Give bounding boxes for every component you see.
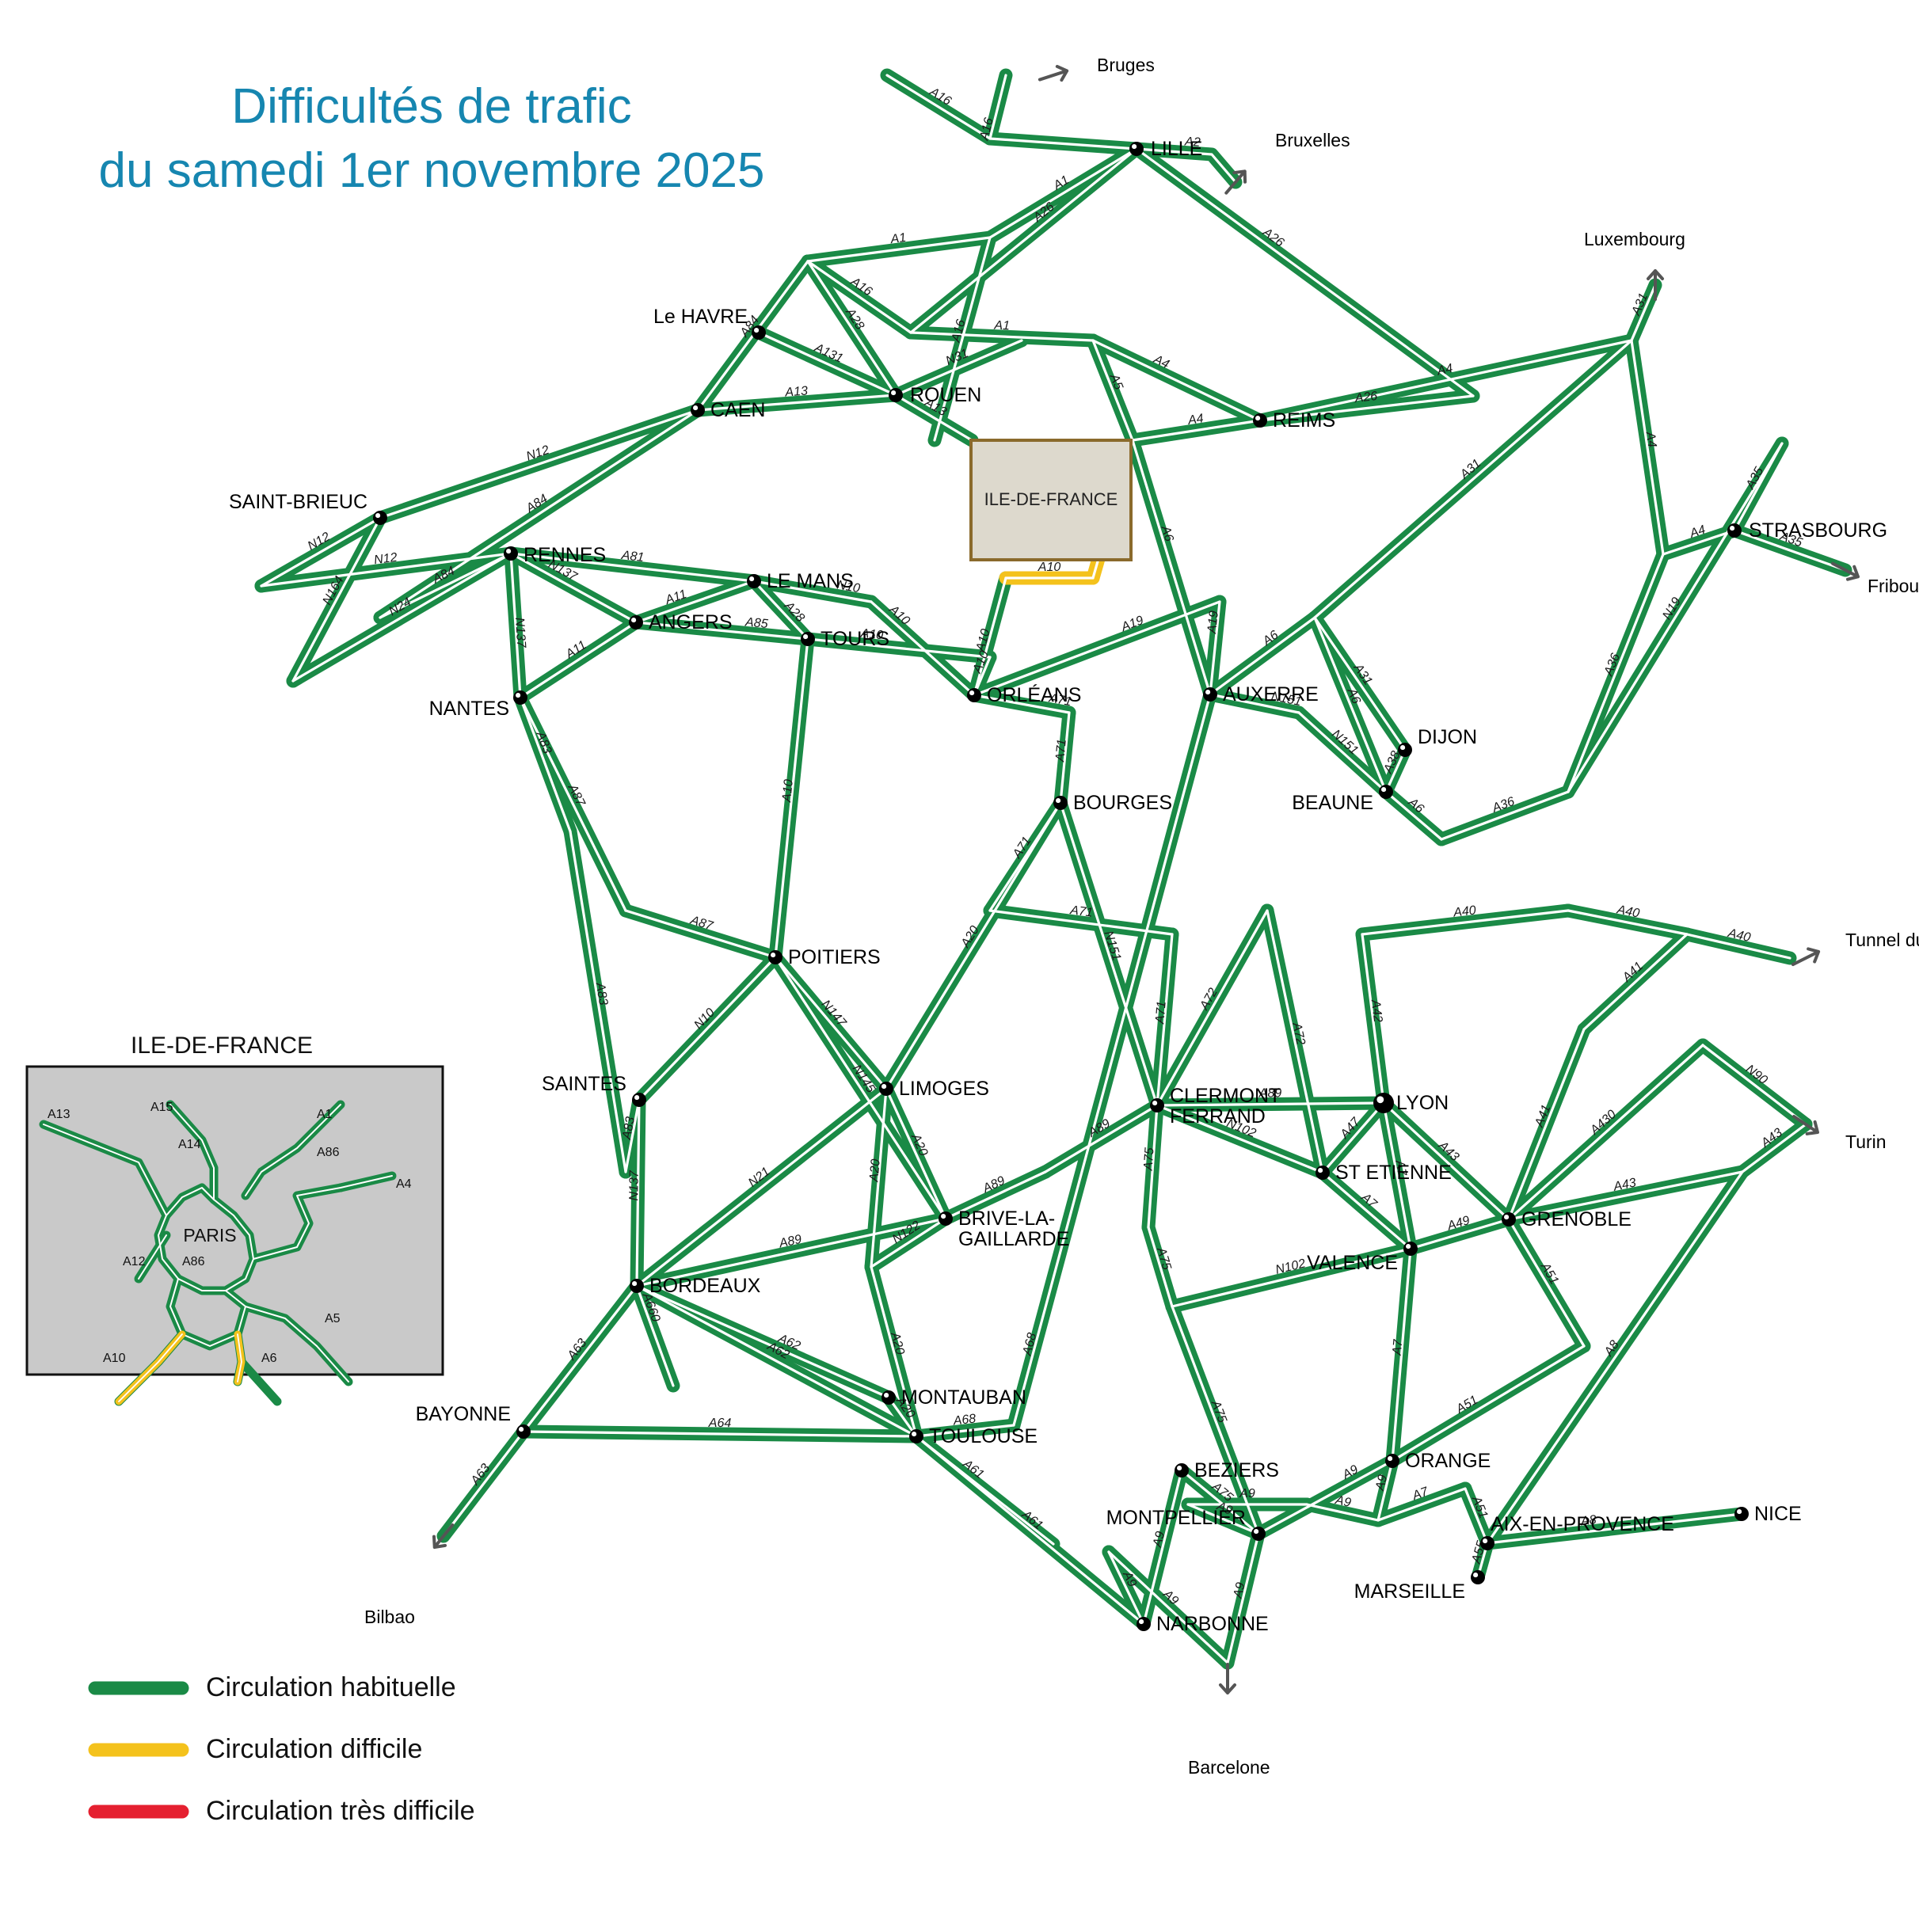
svg-text:A1: A1 xyxy=(993,319,1010,333)
svg-text:Luxembourg: Luxembourg xyxy=(1584,229,1685,249)
svg-text:LYON: LYON xyxy=(1396,1092,1449,1114)
svg-text:NICE: NICE xyxy=(1754,1503,1802,1525)
svg-text:ILE-DE-FRANCE: ILE-DE-FRANCE xyxy=(131,1033,313,1059)
svg-text:A5: A5 xyxy=(325,1312,341,1325)
svg-text:Fribourg: Fribourg xyxy=(1868,576,1919,596)
svg-text:A14: A14 xyxy=(178,1138,201,1151)
svg-text:ILE-DE-FRANCE: ILE-DE-FRANCE xyxy=(984,489,1118,509)
svg-text:A4: A4 xyxy=(396,1177,412,1191)
svg-text:A86: A86 xyxy=(182,1255,205,1268)
svg-text:LE MANS: LE MANS xyxy=(767,570,854,592)
svg-text:A10: A10 xyxy=(780,778,796,803)
svg-text:N137: N137 xyxy=(627,1169,641,1201)
svg-text:A4: A4 xyxy=(1186,412,1205,428)
svg-text:ANGERS: ANGERS xyxy=(649,611,733,633)
svg-text:Circulation très difficile: Circulation très difficile xyxy=(206,1796,475,1826)
svg-text:A6: A6 xyxy=(261,1352,277,1365)
svg-text:A1: A1 xyxy=(317,1108,333,1121)
svg-text:FERRAND: FERRAND xyxy=(1170,1105,1266,1128)
svg-text:A75: A75 xyxy=(1141,1147,1156,1172)
svg-text:SAINT-BRIEUC: SAINT-BRIEUC xyxy=(229,491,367,513)
svg-text:GRENOBLE: GRENOBLE xyxy=(1521,1208,1632,1230)
svg-text:REIMS: REIMS xyxy=(1273,409,1335,432)
svg-text:ORANGE: ORANGE xyxy=(1405,1450,1491,1472)
svg-text:POITIERS: POITIERS xyxy=(788,946,881,968)
svg-text:A20: A20 xyxy=(867,1158,882,1183)
svg-text:STRASBOURG: STRASBOURG xyxy=(1749,519,1887,542)
svg-text:A9: A9 xyxy=(1239,1487,1255,1500)
svg-text:LILLE: LILLE xyxy=(1151,138,1202,160)
svg-text:BEZIERS: BEZIERS xyxy=(1194,1459,1279,1481)
svg-text:SAINTES: SAINTES xyxy=(542,1073,626,1095)
svg-text:Tunnel du Mont Blanc: Tunnel du Mont Blanc xyxy=(1845,930,1919,950)
svg-text:A26: A26 xyxy=(1354,390,1378,405)
svg-text:Bilbao: Bilbao xyxy=(364,1607,415,1627)
svg-text:N137: N137 xyxy=(512,617,528,648)
svg-text:Turin: Turin xyxy=(1845,1131,1887,1152)
svg-text:A15: A15 xyxy=(150,1101,173,1114)
svg-text:AIX-EN-PROVENCE: AIX-EN-PROVENCE xyxy=(1491,1513,1674,1535)
svg-text:Circulation habituelle: Circulation habituelle xyxy=(206,1672,456,1702)
svg-text:VALENCE: VALENCE xyxy=(1307,1252,1398,1274)
svg-text:A7: A7 xyxy=(1391,1338,1406,1356)
svg-text:PARIS: PARIS xyxy=(183,1225,236,1246)
svg-text:Barcelone: Barcelone xyxy=(1188,1757,1270,1778)
svg-text:A64: A64 xyxy=(708,1417,732,1430)
svg-text:NANTES: NANTES xyxy=(429,698,509,720)
svg-text:A1: A1 xyxy=(889,231,908,247)
svg-text:Circulation difficile: Circulation difficile xyxy=(206,1734,422,1764)
svg-text:Bruges: Bruges xyxy=(1097,55,1155,75)
svg-text:A4: A4 xyxy=(1643,430,1658,448)
svg-text:RENNES: RENNES xyxy=(524,544,606,566)
svg-text:A10: A10 xyxy=(1038,561,1061,574)
svg-text:A40: A40 xyxy=(1452,903,1476,919)
svg-text:TOULOUSE: TOULOUSE xyxy=(929,1425,1038,1447)
svg-text:BOURGES: BOURGES xyxy=(1073,792,1172,814)
svg-text:MONTAUBAN: MONTAUBAN xyxy=(901,1386,1026,1409)
svg-text:ORLÉANS: ORLÉANS xyxy=(987,683,1081,706)
svg-text:GAILLARDE: GAILLARDE xyxy=(958,1228,1069,1250)
svg-text:MARSEILLE: MARSEILLE xyxy=(1354,1580,1465,1603)
svg-text:DIJON: DIJON xyxy=(1418,726,1477,748)
svg-text:A86: A86 xyxy=(317,1146,340,1159)
svg-text:ROUEN: ROUEN xyxy=(910,384,981,406)
svg-text:Bruxelles: Bruxelles xyxy=(1275,130,1350,150)
svg-text:ST ETIENNE: ST ETIENNE xyxy=(1335,1162,1452,1184)
svg-text:LIMOGES: LIMOGES xyxy=(899,1078,989,1100)
svg-text:AUXERRE: AUXERRE xyxy=(1223,683,1319,705)
svg-text:A19: A19 xyxy=(1205,610,1221,635)
svg-text:BEAUNE: BEAUNE xyxy=(1292,792,1373,814)
svg-text:A12: A12 xyxy=(123,1255,146,1268)
svg-text:A71: A71 xyxy=(1053,739,1069,763)
svg-text:BRIVE-LA-: BRIVE-LA- xyxy=(958,1208,1055,1230)
svg-text:CAEN: CAEN xyxy=(710,399,765,421)
svg-text:NARBONNE: NARBONNE xyxy=(1156,1613,1269,1635)
svg-text:A10: A10 xyxy=(103,1352,126,1365)
svg-text:A13: A13 xyxy=(784,384,809,399)
svg-text:TOURS: TOURS xyxy=(821,628,889,650)
svg-text:A13: A13 xyxy=(48,1108,70,1121)
svg-text:MONTPELLIER: MONTPELLIER xyxy=(1106,1507,1246,1529)
svg-text:CLERMONT: CLERMONT xyxy=(1170,1085,1281,1107)
svg-text:Le HAVRE: Le HAVRE xyxy=(653,306,748,328)
svg-text:A71: A71 xyxy=(1153,1001,1169,1025)
svg-text:BAYONNE: BAYONNE xyxy=(416,1403,511,1425)
svg-text:BORDEAUX: BORDEAUX xyxy=(649,1275,761,1297)
svg-text:A81: A81 xyxy=(620,549,645,565)
svg-text:A85: A85 xyxy=(744,615,768,631)
